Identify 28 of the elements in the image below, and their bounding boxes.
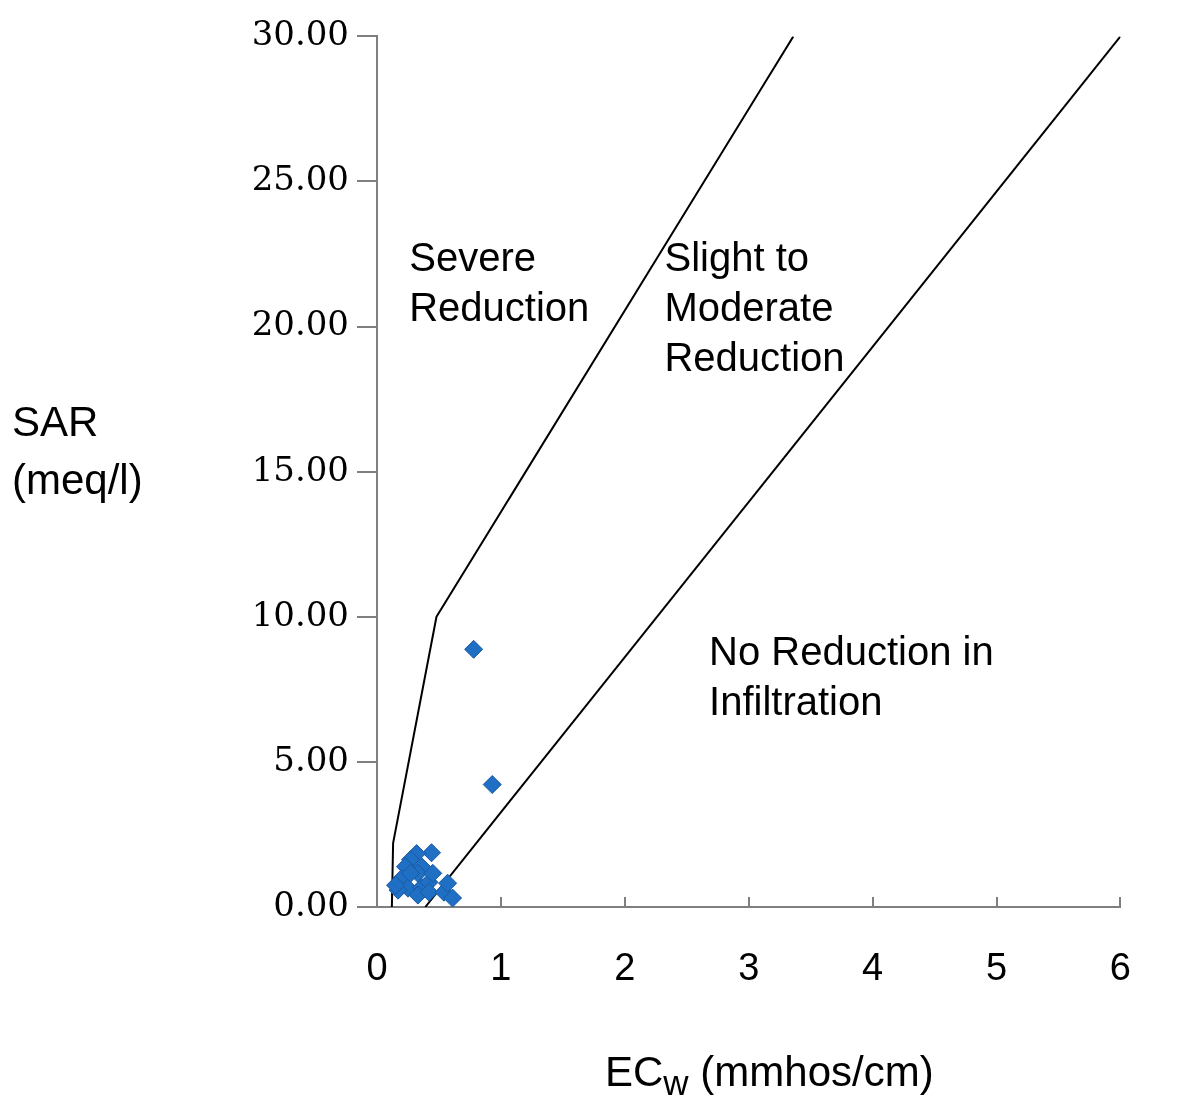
x-tick-label: 5 xyxy=(985,946,1008,989)
x-tick-label: 6 xyxy=(1109,946,1131,989)
y-tick-label: 10.00 xyxy=(251,593,349,634)
annotation: Severe Reduction xyxy=(409,234,590,329)
point xyxy=(419,882,439,902)
point xyxy=(400,863,420,883)
x-tick-label: 1 xyxy=(490,946,512,989)
annotation: Slight to Moderate Reduction xyxy=(664,234,845,379)
y-tick-label: 15.00 xyxy=(251,448,349,489)
y-axis-title: SAR (meq/l) xyxy=(12,397,144,505)
point xyxy=(423,863,443,883)
x-axis-title: EC$_{w}$ (mmhos/cm) xyxy=(605,1047,934,1101)
point xyxy=(438,873,458,893)
point xyxy=(482,775,502,795)
y-tick-label: 25.00 xyxy=(251,158,349,199)
point xyxy=(422,843,442,863)
point xyxy=(464,639,484,659)
x-tick-label: 4 xyxy=(862,946,884,989)
point xyxy=(443,888,463,907)
y-tick-label: 0.00 xyxy=(273,883,349,924)
x-tick-label: 0 xyxy=(366,946,388,989)
x-tick-label: 2 xyxy=(614,946,636,989)
y-tick-label: 5.00 xyxy=(273,738,349,779)
annotation: No Reduction in Infiltration xyxy=(709,629,994,724)
y-tick-label: 30.00 xyxy=(251,13,349,54)
x-tick-label: 3 xyxy=(738,946,760,989)
y-tick-label: 20.00 xyxy=(251,303,349,344)
point xyxy=(386,875,406,895)
